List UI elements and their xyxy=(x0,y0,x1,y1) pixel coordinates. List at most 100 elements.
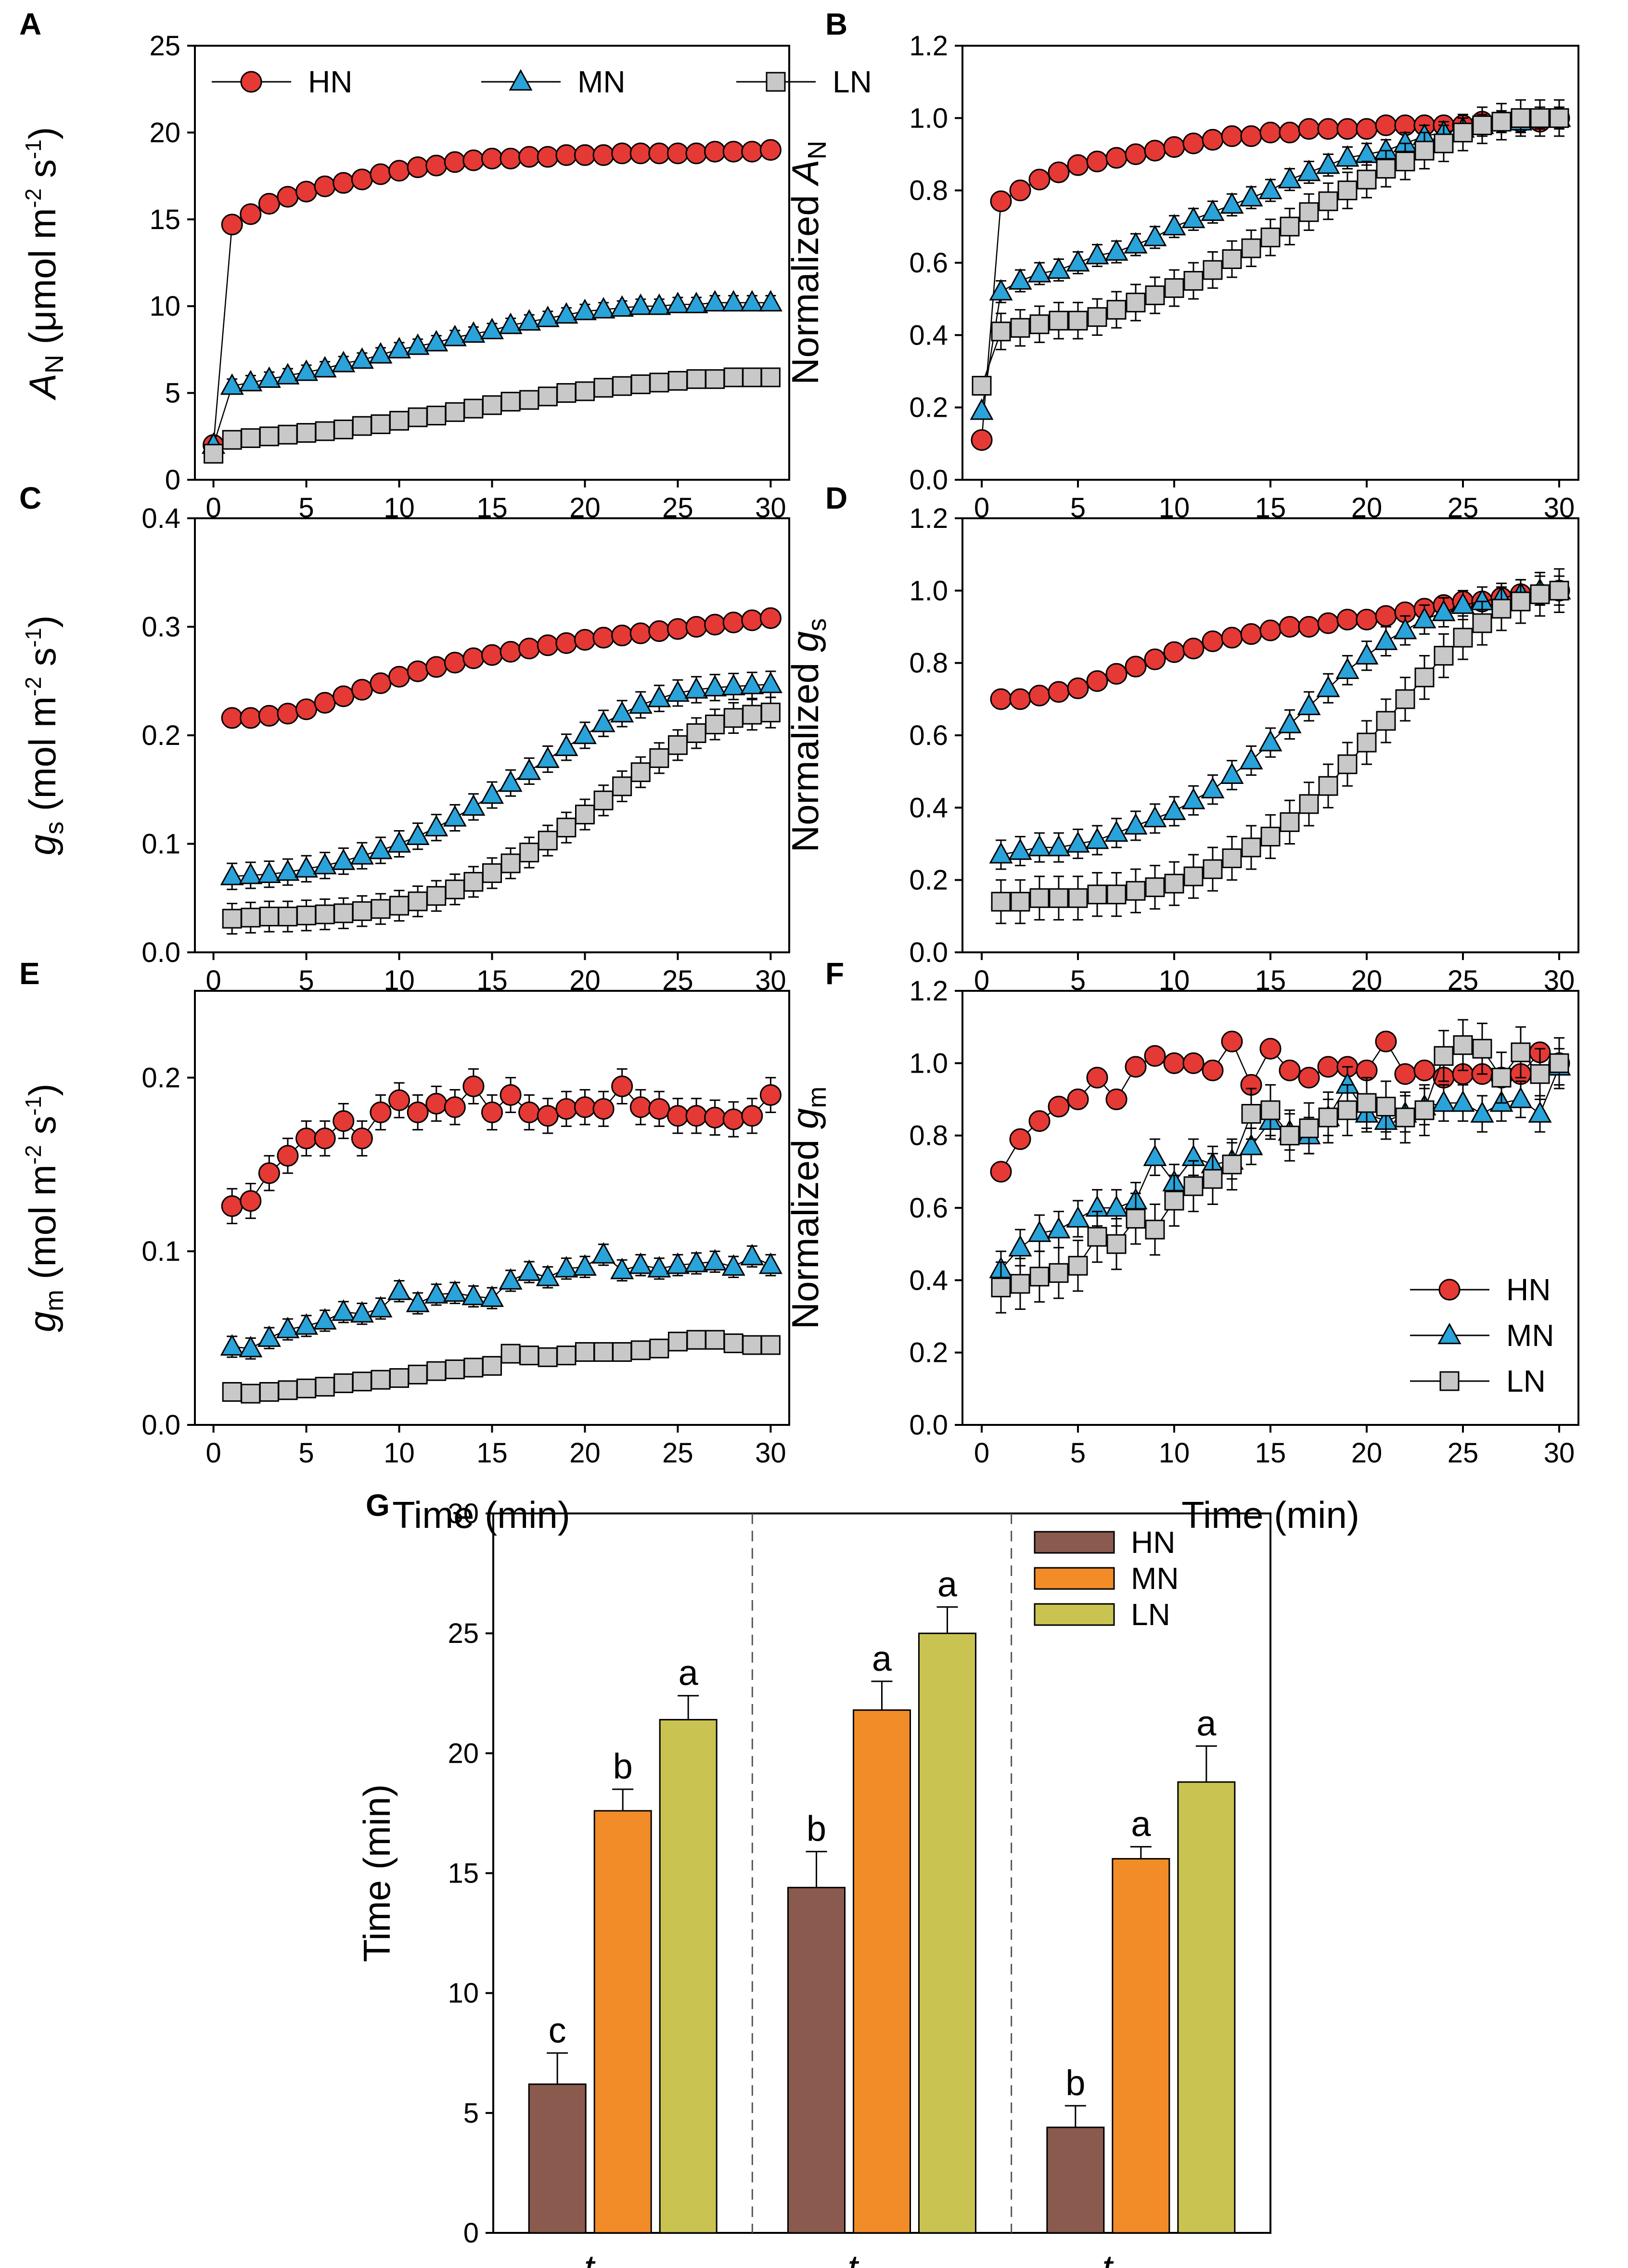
legend-marker-mn xyxy=(1437,1322,1461,1345)
series-ln xyxy=(222,1330,781,1404)
point-ln xyxy=(723,367,743,387)
point-mn xyxy=(1278,167,1302,189)
point-mn xyxy=(1027,1220,1051,1242)
x-tick-label: 30 xyxy=(1544,1437,1575,1469)
y-axis-title: Normalized AN xyxy=(784,141,832,384)
point-hn xyxy=(1259,619,1282,641)
point-hn xyxy=(574,1096,596,1118)
panel-letter: E xyxy=(19,956,40,991)
point-hn xyxy=(221,1195,243,1217)
legend-label: MN xyxy=(1131,1561,1179,1596)
x-group-label: t90gm xyxy=(1102,2247,1180,2268)
point-ln xyxy=(575,805,595,825)
point-hn xyxy=(518,1102,540,1124)
point-hn xyxy=(277,1145,299,1167)
point-mn xyxy=(1027,834,1051,857)
point-mn xyxy=(1124,232,1148,254)
point-hn xyxy=(221,214,243,236)
y-tick-label: 0 xyxy=(463,2217,479,2249)
panel-letter: F xyxy=(825,956,844,991)
y-tick-label: 0.4 xyxy=(141,503,180,534)
point-ln xyxy=(723,708,743,728)
point-hn xyxy=(351,168,373,191)
point-hn xyxy=(1240,125,1262,147)
point-hn xyxy=(648,1098,670,1120)
point-hn xyxy=(555,144,577,166)
point-ln xyxy=(463,871,484,892)
point-ln xyxy=(593,378,614,398)
point-hn xyxy=(1240,623,1262,645)
point-ln xyxy=(278,1380,298,1400)
point-ln xyxy=(1530,108,1550,128)
point-hn xyxy=(518,638,540,660)
point-hn xyxy=(555,632,577,654)
x-tick-label: 25 xyxy=(662,1437,693,1469)
point-ln xyxy=(686,369,706,389)
point-ln xyxy=(1357,1093,1377,1113)
point-hn xyxy=(1279,616,1301,638)
y-tick-label: 0.2 xyxy=(909,865,948,896)
point-hn xyxy=(1009,688,1031,710)
point-hn xyxy=(648,142,670,165)
point-ln xyxy=(1068,310,1088,331)
point-mn xyxy=(1316,675,1340,697)
point-hn xyxy=(258,192,280,215)
point-ln xyxy=(1337,1100,1358,1120)
point-mn xyxy=(573,722,597,744)
point-mn xyxy=(220,373,244,395)
point-hn xyxy=(741,141,763,163)
point-hn xyxy=(462,149,485,171)
point-hn xyxy=(704,1106,726,1128)
point-mn xyxy=(536,306,560,327)
point-mn xyxy=(1258,730,1282,752)
series-hn xyxy=(203,139,782,456)
point-ln xyxy=(296,423,317,443)
point-hn xyxy=(1202,1059,1224,1081)
point-mn xyxy=(740,290,764,312)
x-tick-label: 5 xyxy=(298,1437,314,1469)
point-mn xyxy=(1374,628,1398,650)
y-tick-label: 1.0 xyxy=(909,103,948,134)
y-axis-title: Normalized gs xyxy=(784,618,832,853)
point-hn xyxy=(425,1093,448,1115)
y-tick-label: 0 xyxy=(165,464,180,496)
point-mn xyxy=(1278,712,1302,733)
point-ln xyxy=(1318,191,1338,211)
point-mn xyxy=(573,298,597,320)
point-mn xyxy=(647,293,671,315)
point-hn xyxy=(592,627,615,649)
point-hn xyxy=(990,190,1012,212)
point-ln xyxy=(1029,1267,1050,1287)
point-hn xyxy=(1298,616,1320,638)
point-mn xyxy=(332,848,356,870)
point-ln xyxy=(1549,1053,1569,1073)
point-mn xyxy=(1124,813,1148,835)
point-hn xyxy=(759,1084,782,1106)
point-ln xyxy=(1511,108,1531,128)
point-ln xyxy=(1472,115,1492,135)
point-ln xyxy=(1299,1118,1319,1139)
point-ln xyxy=(593,1342,614,1362)
point-mn xyxy=(1201,777,1225,799)
point-mn xyxy=(1297,159,1321,181)
point-mn xyxy=(666,680,690,702)
point-hn xyxy=(1182,132,1205,154)
point-ln xyxy=(760,1335,781,1355)
point-ln xyxy=(222,909,242,929)
x-tick-label: 30 xyxy=(755,1437,786,1469)
y-tick-label: 0.0 xyxy=(909,1409,948,1441)
point-ln xyxy=(593,790,614,810)
point-mn xyxy=(1162,214,1186,236)
point-hn xyxy=(500,1084,522,1106)
point-ln xyxy=(1299,202,1319,222)
point-hn xyxy=(462,1075,485,1097)
significance-letter: a xyxy=(1196,1703,1217,1743)
point-mn xyxy=(406,823,430,846)
panel-letter: A xyxy=(19,7,41,41)
point-hn xyxy=(1163,641,1185,663)
point-ln xyxy=(371,899,391,919)
point-mn xyxy=(387,831,411,853)
bar-ln xyxy=(659,1719,718,2234)
point-hn xyxy=(1221,1030,1243,1052)
